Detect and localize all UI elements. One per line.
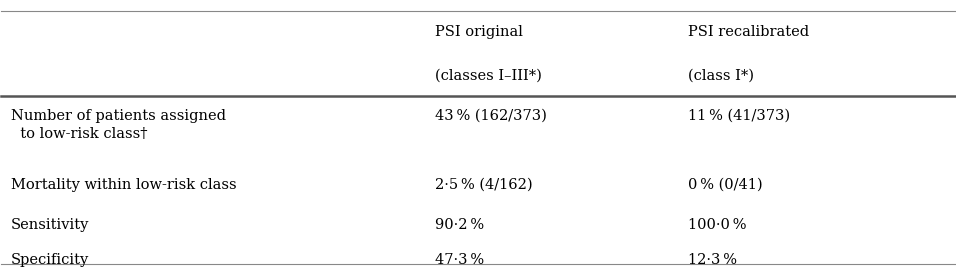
- Text: 0 % (0/41): 0 % (0/41): [687, 178, 762, 192]
- Text: 11 % (41/373): 11 % (41/373): [687, 109, 790, 122]
- Text: Sensitivity: Sensitivity: [11, 218, 89, 232]
- Text: Number of patients assigned
  to low-risk class†: Number of patients assigned to low-risk …: [11, 109, 226, 141]
- Text: (classes I–III*): (classes I–III*): [435, 68, 542, 82]
- Text: 12·3 %: 12·3 %: [687, 253, 737, 267]
- Text: Mortality within low-risk class: Mortality within low-risk class: [11, 178, 236, 192]
- Text: Specificity: Specificity: [11, 253, 89, 267]
- Text: 90·2 %: 90·2 %: [435, 218, 485, 232]
- Text: 100·0 %: 100·0 %: [687, 218, 747, 232]
- Text: PSI recalibrated: PSI recalibrated: [687, 26, 809, 39]
- Text: (class I*): (class I*): [687, 68, 753, 82]
- Text: PSI original: PSI original: [435, 26, 523, 39]
- Text: 47·3 %: 47·3 %: [435, 253, 485, 267]
- Text: 2·5 % (4/162): 2·5 % (4/162): [435, 178, 532, 192]
- Text: 43 % (162/373): 43 % (162/373): [435, 109, 547, 122]
